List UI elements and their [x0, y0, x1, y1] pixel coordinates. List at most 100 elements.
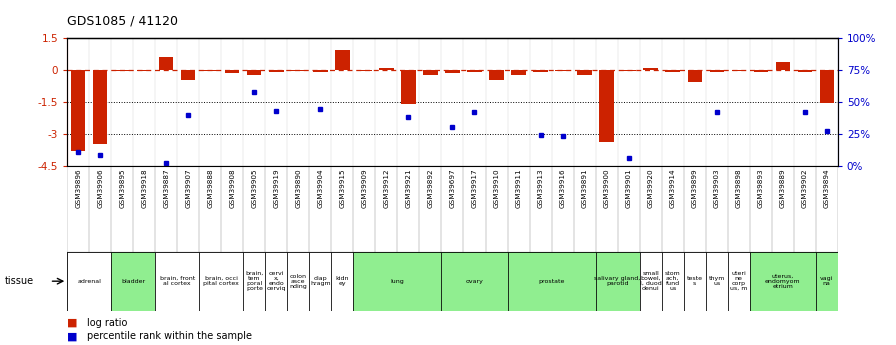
Text: stom
ach,
fund
us: stom ach, fund us — [665, 271, 681, 291]
Text: GSM39906: GSM39906 — [98, 168, 103, 208]
Text: bladder: bladder — [121, 279, 145, 284]
Bar — [115, 70, 129, 71]
Text: tissue: tissue — [4, 276, 34, 286]
Text: brain, occi
pital cortex: brain, occi pital cortex — [203, 276, 239, 286]
Text: GSM39910: GSM39910 — [494, 168, 499, 208]
Bar — [111, 252, 155, 310]
Bar — [507, 252, 596, 310]
Text: brain,
tem
poral
porte: brain, tem poral porte — [246, 271, 263, 291]
Text: GSM39907: GSM39907 — [185, 168, 191, 208]
Bar — [247, 70, 262, 75]
Bar — [710, 70, 724, 72]
Bar — [401, 70, 416, 104]
Bar — [159, 57, 174, 70]
Bar — [754, 70, 768, 72]
Text: uterus,
endomyom
etrium: uterus, endomyom etrium — [765, 274, 800, 289]
Bar — [181, 70, 195, 80]
Text: GSM39908: GSM39908 — [229, 168, 236, 208]
Bar — [596, 252, 640, 310]
Text: GSM39896: GSM39896 — [75, 168, 82, 208]
Text: GSM39890: GSM39890 — [296, 168, 301, 208]
Bar — [797, 70, 812, 72]
Bar — [750, 252, 815, 310]
Text: GSM39888: GSM39888 — [207, 168, 213, 208]
Text: prostate: prostate — [538, 279, 564, 284]
Text: GSM39905: GSM39905 — [252, 168, 257, 208]
Bar — [423, 70, 437, 75]
Bar — [288, 252, 309, 310]
Bar — [468, 70, 482, 72]
Text: lung: lung — [391, 279, 404, 284]
Text: GSM39913: GSM39913 — [538, 168, 544, 208]
Text: GSM39912: GSM39912 — [383, 168, 390, 208]
Bar — [445, 70, 460, 73]
Text: ■: ■ — [67, 332, 78, 341]
Text: GSM39898: GSM39898 — [736, 168, 742, 208]
Bar — [314, 70, 328, 71]
Bar — [93, 70, 108, 144]
Bar — [67, 252, 111, 310]
Text: uteri
ne
corp
us, m: uteri ne corp us, m — [730, 271, 747, 291]
Text: thym
us: thym us — [709, 276, 725, 286]
Bar — [137, 70, 151, 71]
Bar — [489, 70, 504, 80]
Bar — [706, 252, 728, 310]
Bar — [687, 70, 702, 81]
Text: GSM39893: GSM39893 — [758, 168, 763, 208]
Text: GSM39904: GSM39904 — [317, 168, 323, 208]
Text: small
bowel,
I, duod
denui: small bowel, I, duod denui — [640, 271, 661, 291]
Text: GSM39917: GSM39917 — [471, 168, 478, 208]
Text: GSM39887: GSM39887 — [163, 168, 169, 208]
Bar — [269, 70, 283, 71]
Text: GSM39901: GSM39901 — [625, 168, 632, 208]
Text: GSM39891: GSM39891 — [582, 168, 588, 208]
Text: GSM39920: GSM39920 — [648, 168, 653, 208]
Bar — [728, 252, 750, 310]
Bar — [244, 252, 265, 310]
Bar — [309, 252, 332, 310]
Text: GSM39903: GSM39903 — [714, 168, 719, 208]
Bar — [442, 252, 507, 310]
Text: GSM39697: GSM39697 — [450, 168, 455, 208]
Text: ovary: ovary — [466, 279, 484, 284]
Bar — [155, 252, 199, 310]
Bar — [661, 252, 684, 310]
Text: salivary gland,
parotid: salivary gland, parotid — [594, 276, 641, 286]
Bar — [643, 68, 658, 70]
Bar — [533, 70, 547, 72]
Bar — [71, 70, 85, 151]
Text: GSM39918: GSM39918 — [142, 168, 147, 208]
Text: GSM39921: GSM39921 — [406, 168, 411, 208]
Bar — [556, 70, 570, 71]
Text: GSM39892: GSM39892 — [427, 168, 434, 208]
Text: cervi
x,
endo
cerviq: cervi x, endo cerviq — [267, 271, 286, 291]
Text: kidn
ey: kidn ey — [336, 276, 349, 286]
Bar — [815, 252, 838, 310]
Text: teste
s: teste s — [686, 276, 702, 286]
Text: GSM39915: GSM39915 — [340, 168, 345, 208]
Text: GSM39902: GSM39902 — [802, 168, 807, 208]
Bar — [776, 62, 790, 70]
Text: GSM39895: GSM39895 — [119, 168, 125, 208]
Bar — [199, 252, 244, 310]
Bar — [358, 70, 372, 71]
Text: colon
asce
nding: colon asce nding — [289, 274, 307, 289]
Bar — [225, 70, 239, 73]
Bar — [640, 252, 661, 310]
Text: GSM39909: GSM39909 — [361, 168, 367, 208]
Bar — [379, 68, 393, 70]
Bar — [353, 252, 442, 310]
Text: GSM39889: GSM39889 — [780, 168, 786, 208]
Bar — [577, 70, 591, 75]
Text: GSM39919: GSM39919 — [273, 168, 280, 208]
Text: GSM39914: GSM39914 — [669, 168, 676, 208]
Bar — [622, 70, 636, 71]
Text: GSM39894: GSM39894 — [823, 168, 830, 208]
Bar — [599, 70, 614, 142]
Text: brain, front
al cortex: brain, front al cortex — [159, 276, 195, 286]
Text: GSM39916: GSM39916 — [560, 168, 565, 208]
Text: adrenal: adrenal — [77, 279, 101, 284]
Text: GDS1085 / 41120: GDS1085 / 41120 — [67, 14, 178, 27]
Text: GSM39899: GSM39899 — [692, 168, 698, 208]
Bar — [203, 70, 218, 71]
